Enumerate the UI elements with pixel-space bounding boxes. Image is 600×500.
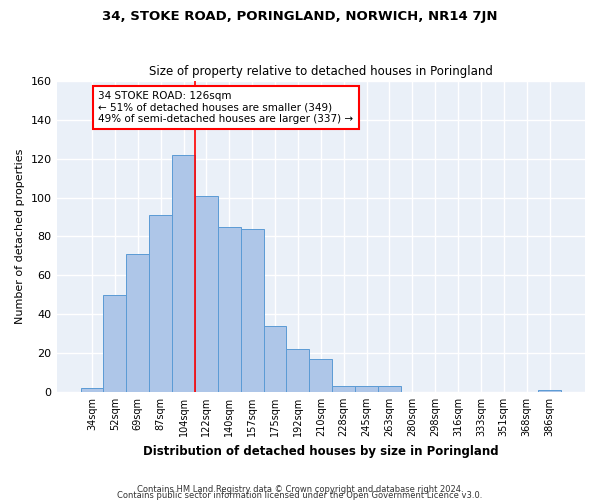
Text: Contains public sector information licensed under the Open Government Licence v3: Contains public sector information licen… — [118, 490, 482, 500]
Bar — [378, 386, 401, 392]
Text: Contains HM Land Registry data © Crown copyright and database right 2024.: Contains HM Land Registry data © Crown c… — [137, 484, 463, 494]
Bar — [310, 359, 332, 392]
Title: Size of property relative to detached houses in Poringland: Size of property relative to detached ho… — [149, 66, 493, 78]
Bar — [241, 228, 263, 392]
Bar — [149, 215, 172, 392]
Bar — [538, 390, 561, 392]
Bar — [263, 326, 286, 392]
Bar — [195, 196, 218, 392]
Bar — [172, 155, 195, 392]
Y-axis label: Number of detached properties: Number of detached properties — [15, 149, 25, 324]
Bar — [80, 388, 103, 392]
Text: 34 STOKE ROAD: 126sqm
← 51% of detached houses are smaller (349)
49% of semi-det: 34 STOKE ROAD: 126sqm ← 51% of detached … — [98, 91, 353, 124]
Bar — [332, 386, 355, 392]
X-axis label: Distribution of detached houses by size in Poringland: Distribution of detached houses by size … — [143, 444, 499, 458]
Bar — [127, 254, 149, 392]
Bar — [103, 295, 127, 392]
Bar — [355, 386, 378, 392]
Bar — [218, 227, 241, 392]
Bar — [286, 349, 310, 392]
Text: 34, STOKE ROAD, PORINGLAND, NORWICH, NR14 7JN: 34, STOKE ROAD, PORINGLAND, NORWICH, NR1… — [102, 10, 498, 23]
